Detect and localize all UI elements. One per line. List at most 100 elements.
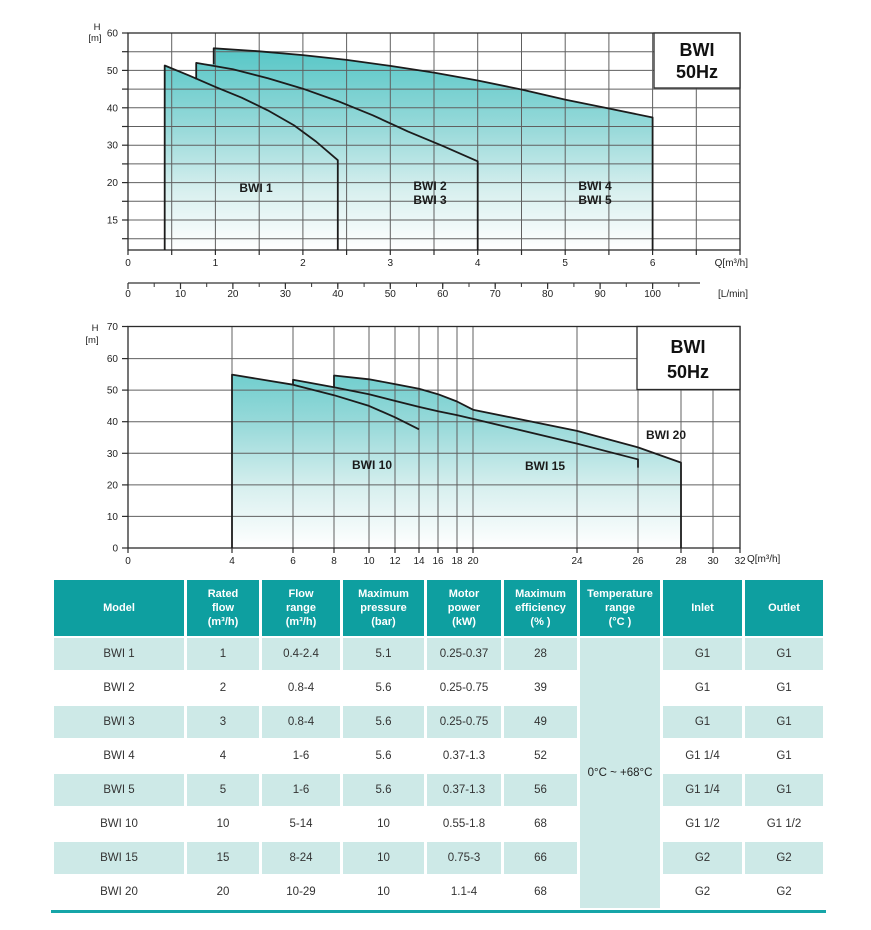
cell-bwi-3-outlet: G1 xyxy=(745,706,823,738)
cell-bwi-10-max-pressure: 10 xyxy=(343,808,424,840)
cell-bwi-20-model: BWI 20 xyxy=(54,876,184,908)
svg-text:30: 30 xyxy=(707,556,719,567)
cell-bwi-5-rated-flow: 5 xyxy=(187,774,259,806)
column-header-flow: Flow range (m³/h) xyxy=(262,580,340,636)
model-range-label: BWI 4 xyxy=(578,179,612,193)
cell-bwi-2-rated-flow: 2 xyxy=(187,672,259,704)
svg-text:15: 15 xyxy=(107,216,119,227)
cell-bwi-15-flow-range: 8-24 xyxy=(262,842,340,874)
cell-bwi-1-flow-range: 0.4-2.4 xyxy=(262,638,340,670)
cell-bwi-20-flow-range: 10-29 xyxy=(262,876,340,908)
column-header-rated: Rated flow (m³/h) xyxy=(187,580,259,636)
cell-bwi-3-inlet: G1 xyxy=(663,706,742,738)
plot-border xyxy=(127,32,741,251)
table-row-bwi-10: BWI 10 10 5-14 10 0.55-1.8 68 G1 1/2 G1 1/2 xyxy=(54,808,823,840)
model-range-label: BWI 20 xyxy=(646,428,686,442)
svg-text:70: 70 xyxy=(490,289,502,300)
cell-bwi-5-motor-power: 0.37-1.3 xyxy=(427,774,501,806)
cell-bwi-1-motor-power: 0.25-0.37 xyxy=(427,638,501,670)
column-header-inlet: Inlet xyxy=(663,580,742,636)
svg-text:70: 70 xyxy=(107,322,119,333)
cell-bwi-2-inlet: G1 xyxy=(663,672,742,704)
svg-text:32: 32 xyxy=(734,556,746,567)
cell-bwi-20-outlet: G2 xyxy=(745,876,823,908)
table-row-bwi-1: BWI 1 1 0.4-2.4 5.1 0.25-0.37 28 0°C ~ +68°C G1… xyxy=(54,638,823,908)
cell-bwi-2-outlet: G1 xyxy=(745,672,823,704)
cell-bwi-5-model: BWI 5 xyxy=(54,774,184,806)
svg-text:1: 1 xyxy=(213,258,219,269)
model-range-label: BWI 2 xyxy=(413,179,447,193)
svg-text:Q[m³/h]: Q[m³/h] xyxy=(747,554,781,565)
cell-bwi-3-model: BWI 3 xyxy=(54,706,184,738)
table-row-bwi-5: BWI 5 5 1-6 5.6 0.37-1.3 56 G1 1/4 G1 xyxy=(54,774,823,806)
svg-text:H: H xyxy=(92,323,99,334)
cell-bwi-10-model: BWI 10 xyxy=(54,808,184,840)
lmin-secondary-axis: 0 10 20 30 40 50 60 70 80 90 100 xyxy=(125,282,700,300)
svg-text:20: 20 xyxy=(107,480,119,491)
cell-bwi-2-motor-power: 0.25-0.75 xyxy=(427,672,501,704)
svg-text:0: 0 xyxy=(112,544,118,555)
svg-text:50: 50 xyxy=(107,66,119,77)
cell-bwi-15-inlet: G2 xyxy=(663,842,742,874)
svg-text:30: 30 xyxy=(280,289,292,300)
cell-bwi-15-rated-flow: 15 xyxy=(187,842,259,874)
bwi-small-pumps-curve-chart: 60 50 40 30 20 15 0 1 2 3 4 5 6 Q[m³/h] [L/min] H[m] BWI… xyxy=(88,22,748,300)
curve-bwi-20 xyxy=(333,374,682,548)
pump-performance-charts: 60 50 40 30 20 15 0 1 2 3 4 5 6 Q[m³/h] [L/min] H [m] BWI… xyxy=(85,22,781,567)
model-range-label: BWI 5 xyxy=(578,193,612,207)
svg-text:24: 24 xyxy=(571,556,583,567)
cell-bwi-3-max-efficiency: 49 xyxy=(504,706,577,738)
cell-bwi-5-inlet: G1 1/4 xyxy=(663,774,742,806)
cell-bwi-4-model: BWI 4 xyxy=(54,740,184,772)
cell-bwi-4-rated-flow: 4 xyxy=(187,740,259,772)
svg-text:[m]: [m] xyxy=(88,33,101,44)
cell-bwi-10-inlet: G1 1/2 xyxy=(663,808,742,840)
curve-bwi-10 xyxy=(231,373,420,548)
svg-text:28: 28 xyxy=(675,556,687,567)
svg-text:16: 16 xyxy=(432,556,444,567)
svg-text:8: 8 xyxy=(331,556,337,567)
svg-text:20: 20 xyxy=(467,556,479,567)
cell-bwi-10-flow-range: 5-14 xyxy=(262,808,340,840)
specification-table-section: Model Rated flow (m³/h) Flow range (m³/h) Maxim… xyxy=(51,578,826,913)
cell-bwi-5-outlet: G1 xyxy=(745,774,823,806)
svg-text:80: 80 xyxy=(542,289,554,300)
svg-text:100: 100 xyxy=(644,289,661,300)
svg-text:26: 26 xyxy=(632,556,644,567)
chart-title-box: BWI 50Hz xyxy=(636,325,741,391)
table-row-bwi-20: BWI 20 20 10-29 10 1.1-4 68 G2 G2 xyxy=(54,876,823,908)
table-row-bwi-3: BWI 3 3 0.8-4 5.6 0.25-0.75 49 G1 G1 xyxy=(54,706,823,738)
svg-text:18: 18 xyxy=(451,556,463,567)
curve-bwi-2-bwi-3 xyxy=(195,62,479,250)
svg-text:14: 14 xyxy=(413,556,425,567)
table-row-bwi-15: BWI 15 15 8-24 10 0.75-3 66 G2 G2 xyxy=(54,842,823,874)
cell-bwi-1-outlet: G1 xyxy=(745,638,823,670)
column-header-model: Model xyxy=(54,580,184,636)
cell-bwi-15-outlet: G2 xyxy=(745,842,823,874)
cell-bwi-1-model: BWI 1 xyxy=(54,638,184,670)
axis-ticks xyxy=(122,32,741,255)
model-range-label: BWI 1 xyxy=(239,181,273,195)
cell-bwi-20-max-efficiency: 68 xyxy=(504,876,577,908)
svg-text:10: 10 xyxy=(107,512,119,523)
pump-specification-table: Model Rated flow (m³/h) Flow range (m³/h) Maxim… xyxy=(51,578,826,910)
cell-bwi-5-max-efficiency: 56 xyxy=(504,774,577,806)
curve-bwi-15 xyxy=(292,378,639,468)
table-row-bwi-2: BWI 2 2 0.8-4 5.6 0.25-0.75 39 G1 G1 xyxy=(54,672,823,704)
cell-bwi-15-max-efficiency: 66 xyxy=(504,842,577,874)
column-header-outlet: Outlet xyxy=(745,580,823,636)
chart-title-line2: 50Hz xyxy=(676,62,718,82)
svg-text:50: 50 xyxy=(107,386,119,397)
cell-bwi-2-flow-range: 0.8-4 xyxy=(262,672,340,704)
temperature-range-merged-cell: 0°C ~ +68°C xyxy=(580,638,660,908)
svg-text:60: 60 xyxy=(107,29,119,40)
cell-bwi-3-rated-flow: 3 xyxy=(187,706,259,738)
cell-bwi-20-inlet: G2 xyxy=(663,876,742,908)
svg-text:10: 10 xyxy=(363,556,375,567)
cell-bwi-2-max-pressure: 5.6 xyxy=(343,672,424,704)
table-row-bwi-4: BWI 4 4 1-6 5.6 0.37-1.3 52 G1 1/4 G1 xyxy=(54,740,823,772)
svg-text:[L/min]: [L/min] xyxy=(718,289,748,300)
cell-bwi-15-motor-power: 0.75-3 xyxy=(427,842,501,874)
svg-text:H: H xyxy=(94,22,101,33)
